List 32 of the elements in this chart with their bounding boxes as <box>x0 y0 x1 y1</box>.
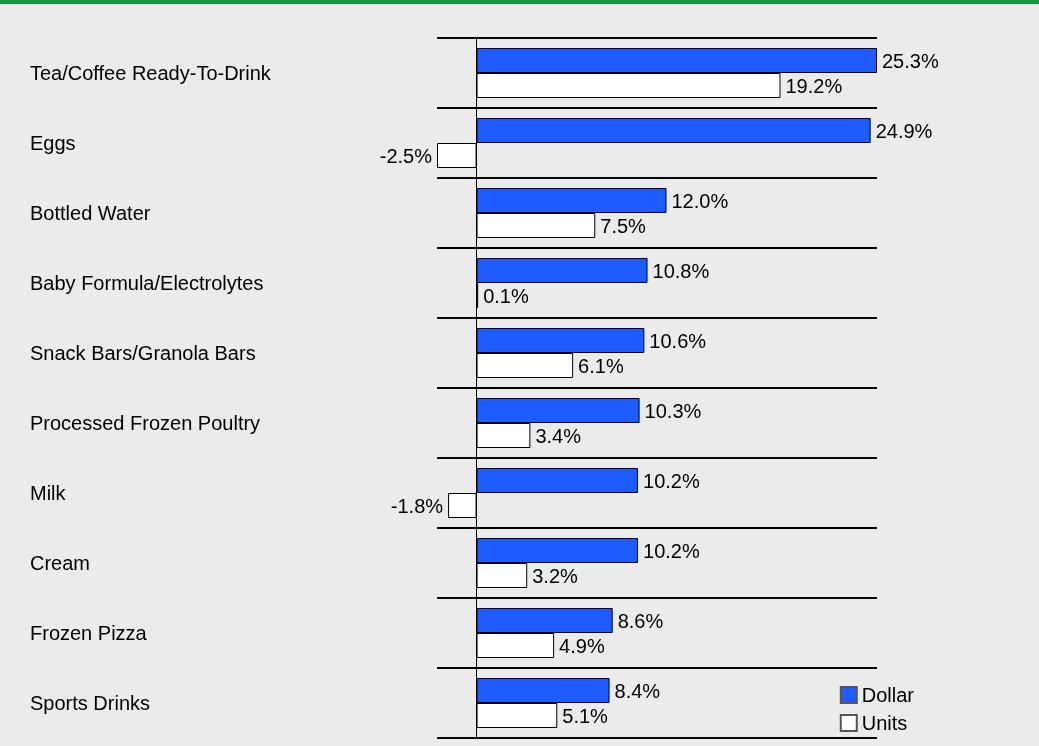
data-label: 25.3% <box>882 49 939 72</box>
y-tick-label: Frozen Pizza <box>30 622 148 644</box>
data-label: 19.2% <box>785 74 843 97</box>
data-label: 10.2% <box>643 469 700 492</box>
y-tick-label: Milk <box>30 482 67 504</box>
y-tick-label: Baby Formula/Electrolytes <box>30 272 264 294</box>
data-label: 3.4% <box>535 424 582 447</box>
data-label: 5.1% <box>562 704 609 727</box>
data-label: 10.2% <box>643 539 700 562</box>
data-label: 12.0% <box>671 189 729 212</box>
data-label: -2.5% <box>379 144 433 167</box>
data-label: 10.6% <box>649 329 707 352</box>
data-label: 24.9% <box>875 119 933 142</box>
y-tick-label: Eggs <box>30 132 76 154</box>
data-label: 6.1% <box>578 354 624 377</box>
data-label: 3.2% <box>532 564 579 587</box>
data-label: 8.6% <box>617 609 664 632</box>
y-tick-label: Snack Bars/Granola Bars <box>30 342 256 364</box>
data-label: 10.3% <box>644 399 702 422</box>
data-label: 7.5% <box>600 214 647 237</box>
data-label: 0.1% <box>483 284 529 307</box>
data-label: -1.8% <box>390 494 444 517</box>
legend-label: Units <box>861 712 908 734</box>
y-tick-label: Sports Drinks <box>30 692 151 714</box>
y-tick-label: Tea/Coffee Ready-To-Drink <box>30 62 272 84</box>
data-label: 8.4% <box>614 679 661 702</box>
legend-label: Dollar <box>861 684 915 706</box>
y-tick-label: Bottled Water <box>30 202 151 224</box>
data-label: 4.9% <box>559 634 605 657</box>
y-tick-label: Cream <box>30 552 91 574</box>
data-label: 10.8% <box>652 259 710 282</box>
y-tick-label: Processed Frozen Poultry <box>30 412 261 434</box>
